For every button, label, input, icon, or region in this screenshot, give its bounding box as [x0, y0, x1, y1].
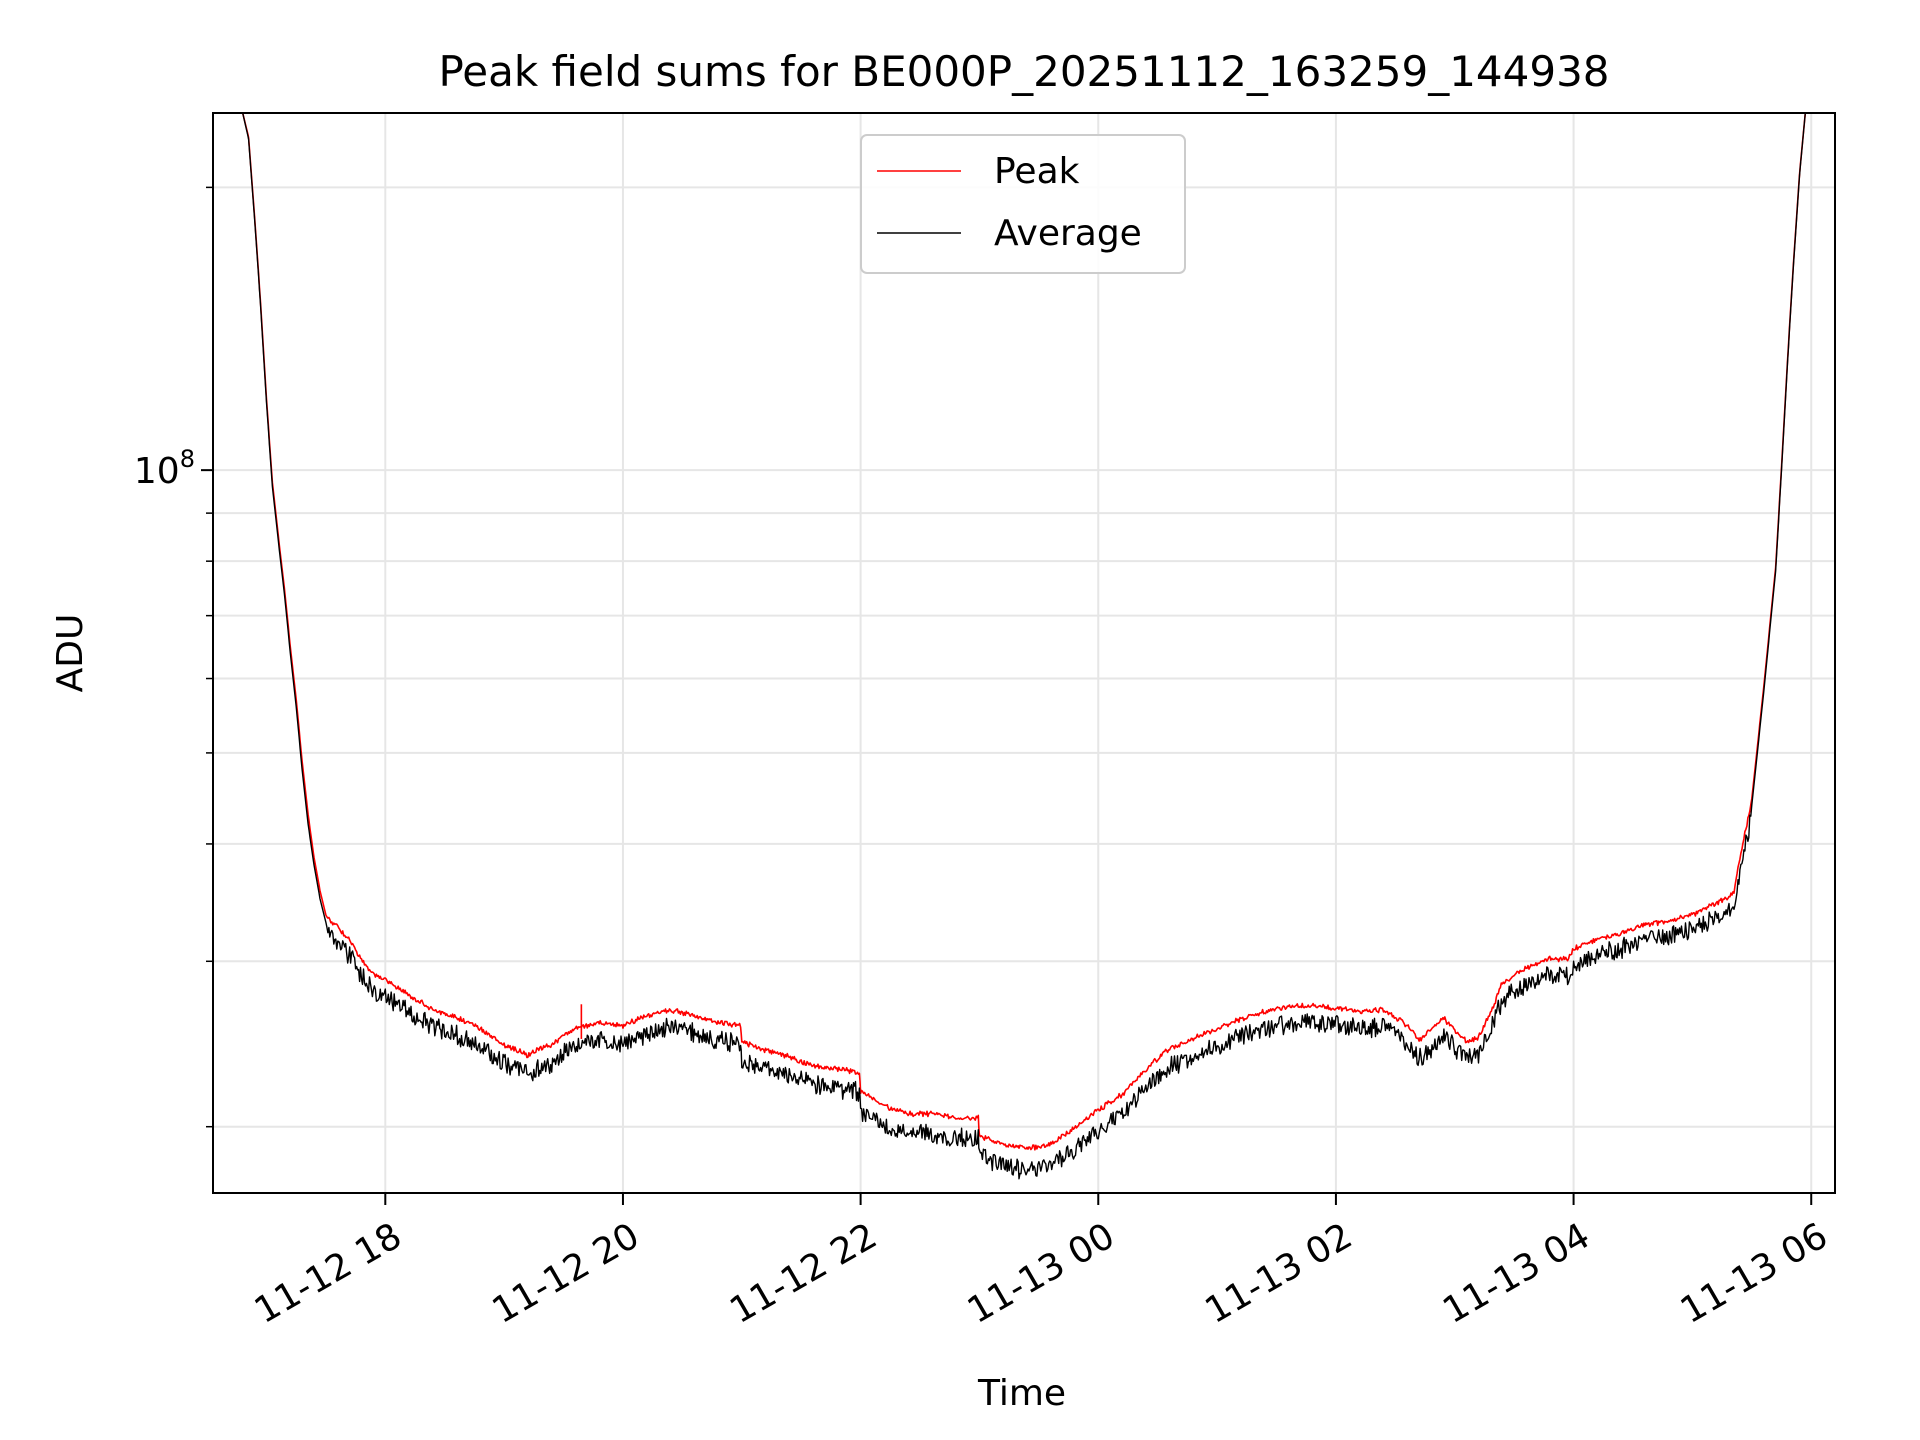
x-axis-label: Time [977, 1373, 1066, 1414]
legend-label-average: Average [994, 213, 1142, 254]
average-series-line [213, 112, 1835, 1180]
plot-area-background [213, 113, 1835, 1193]
legend-box [860, 134, 1186, 274]
grid-layer [213, 113, 1835, 1193]
legend-label-peak: Peak [994, 151, 1080, 192]
plot-frame [212, 112, 1836, 1194]
y-tick-exponent: 8 [180, 445, 195, 473]
chart-title: Peak field sums for BE000P_20251112_1632… [438, 47, 1609, 96]
legend: Peak Average [860, 134, 1186, 274]
series-layer [213, 112, 1835, 1180]
peak-series-line [213, 112, 1835, 1151]
y-axis-label: ADU [50, 614, 91, 693]
